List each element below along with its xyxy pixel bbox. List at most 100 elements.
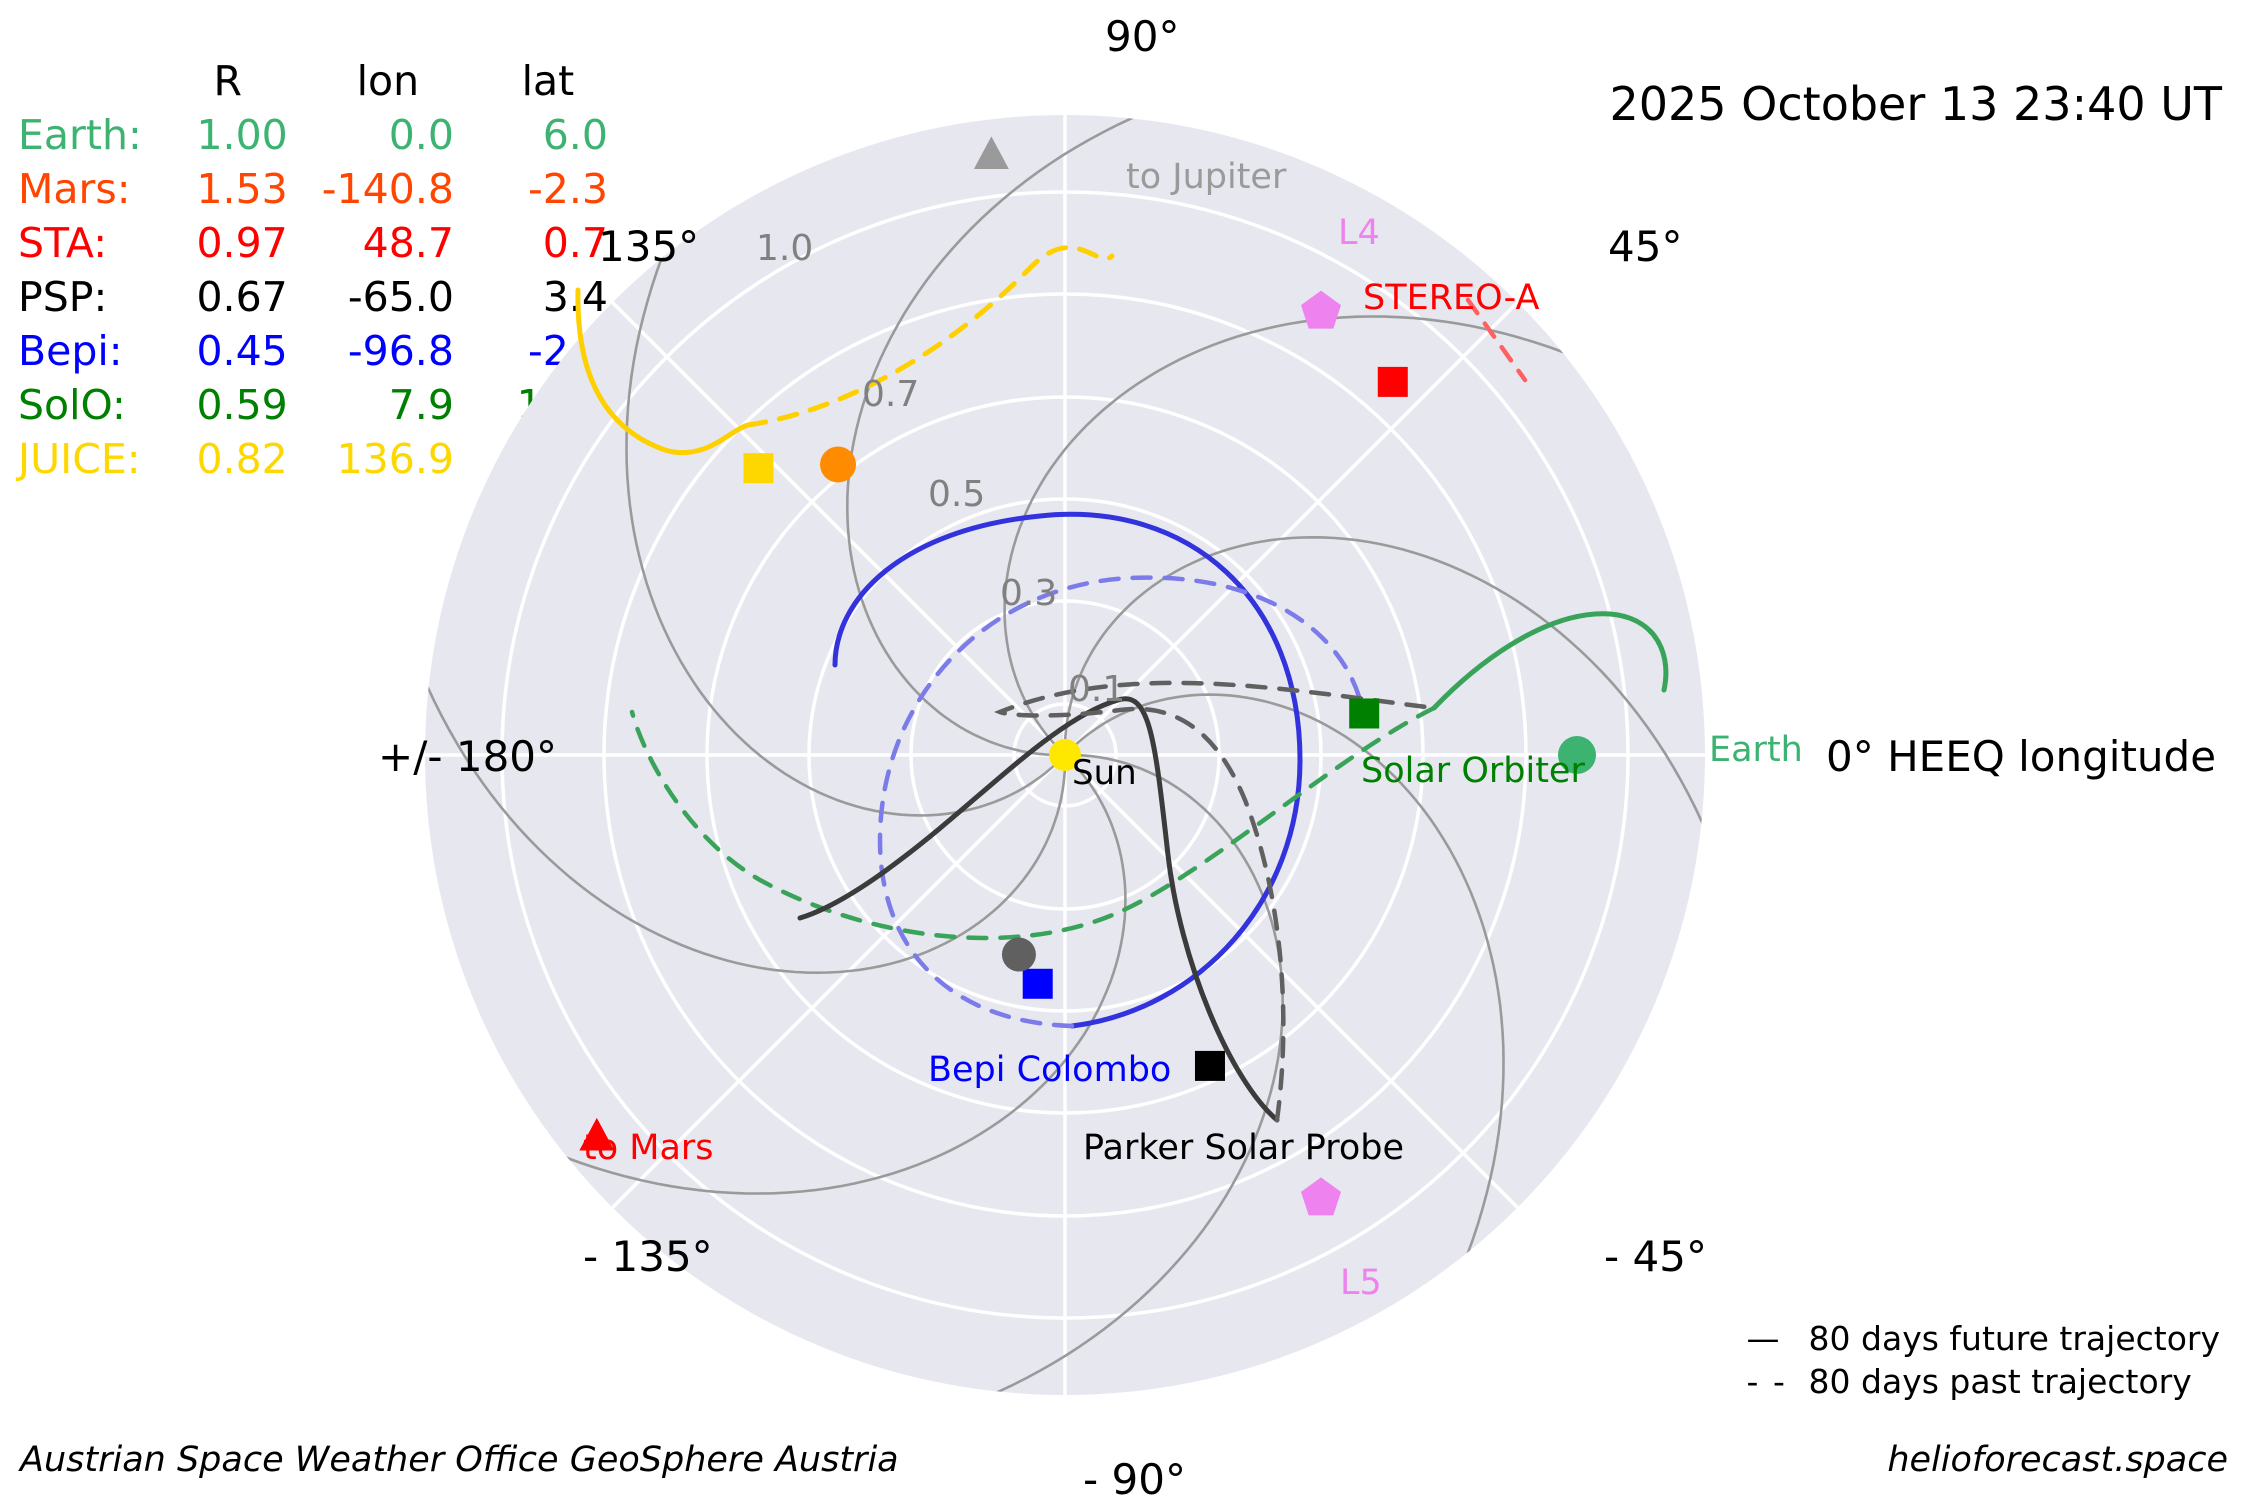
marker-stereo-a: [1377, 366, 1408, 397]
row-name-sta: STA:: [18, 219, 108, 267]
cell-R-solo: 0.59: [196, 381, 288, 429]
legend-dashed-dash: - -: [1746, 1362, 1787, 1401]
psp-past-trajectory: [993, 680, 1437, 1123]
label-solar-orbiter: Solar Orbiter: [1361, 751, 1585, 791]
marker-solo: [1349, 698, 1380, 729]
label-sun: Sun: [1072, 753, 1137, 793]
footer-organisation: Austrian Space Weather Office GeoSphere …: [20, 1440, 899, 1480]
label-parker-solar-probe: Parker Solar Probe: [1083, 1128, 1405, 1168]
cell-R-psp: 0.67: [196, 273, 288, 321]
column-header-R: R: [213, 57, 243, 105]
cell-R-bepi: 0.45: [196, 327, 288, 375]
cell-lon-sta: 48.7: [362, 219, 454, 267]
cell-lat-psp: 3.4: [542, 273, 608, 321]
cell-R-earth: 1.00: [196, 111, 288, 159]
marker-mercury: [1001, 937, 1036, 972]
juice-past-trajectory: [745, 245, 1115, 428]
cell-lon-mars: -140.8: [321, 165, 454, 213]
legend-row-past: - - 80 days past trajectory: [1747, 1362, 2220, 1401]
radial-label-0-3: 0.3: [1000, 573, 1058, 614]
legend-row-future: — 80 days future trajectory: [1747, 1319, 2220, 1358]
table-row: STA: 0.97 48.7 0.7: [18, 217, 642, 271]
column-header-lon: lon: [356, 57, 420, 105]
juice-future-trajectory: [575, 287, 751, 456]
cell-lon-solo: 7.9: [388, 381, 454, 429]
marker-to-jupiter: [973, 136, 1009, 170]
radial-label-0-7: 0.7: [862, 374, 920, 415]
cell-R-sta: 0.97: [196, 219, 288, 267]
radial-label-0-5: 0.5: [928, 474, 986, 515]
angle-label-90: 90°: [1105, 12, 1180, 61]
parker-spiral-line: [425, 640, 1067, 975]
table-row: Mars: 1.53 -140.8 -2.3: [18, 163, 642, 217]
label-stereo-a: STEREO-A: [1363, 278, 1540, 318]
datetime-title: 2025 October 13 23:40 UT: [1609, 77, 2222, 131]
psp-future-trajectory: [797, 696, 1280, 1123]
marker-l5: [1301, 1177, 1341, 1216]
bepi-past-trajectory: [877, 575, 1363, 1029]
solar-orbiter-future-trajectory: [1431, 611, 1669, 711]
label-to-jupiter: to Jupiter: [1126, 157, 1287, 197]
body-markers: [579, 136, 1596, 1216]
marker-bepi: [1022, 968, 1053, 999]
marker-sun: [1049, 739, 1081, 771]
label-earth: Earth: [1709, 730, 1803, 770]
label-to-mars: to Mars: [583, 1128, 714, 1168]
row-name-bepi: Bepi:: [18, 327, 123, 375]
footer-website[interactable]: helioforecast.space: [1887, 1440, 2228, 1480]
parker-spiral-line: [1071, 693, 1505, 1300]
trajectory-legend: — 80 days future trajectory - - 80 days …: [1747, 1315, 2220, 1405]
table-row: Earth: 1.00 0.0 6.0: [18, 109, 642, 163]
angle-label-180: +/- 180°: [378, 732, 558, 781]
radial-label-1-0: 1.0: [756, 228, 814, 269]
radial-label-0-1: 0.1: [1068, 669, 1126, 710]
cell-lon-bepi: -96.8: [347, 327, 454, 375]
legend-solid-dash: —: [1746, 1319, 1782, 1358]
parker-spiral-line: [520, 761, 1127, 1195]
marker-juice: [743, 453, 774, 484]
marker-l4: [1301, 290, 1341, 329]
row-name-solo: SolO:: [18, 381, 126, 429]
angle-label-minus45: - 45°: [1604, 1232, 1707, 1281]
cell-lon-juice: 136.9: [336, 435, 454, 483]
marker-to-mars: [579, 1117, 615, 1151]
column-header-lat: lat: [521, 57, 575, 105]
solar-orbiter-past-trajectory: [629, 705, 1437, 941]
radial-gridlines: [500, 190, 1630, 1320]
label-bepi-colombo: Bepi Colombo: [928, 1050, 1172, 1090]
angle-label-0: 0° HEEQ longitude: [1826, 732, 2217, 781]
angle-label-135: 135°: [598, 222, 700, 271]
cell-lat-mars: -2.3: [527, 165, 608, 213]
row-name-psp: PSP:: [18, 273, 108, 321]
cell-lat-earth: 6.0: [542, 111, 608, 159]
parker-spiral-line: [1063, 535, 1705, 870]
angle-label-45: 45°: [1608, 222, 1683, 271]
legend-past-label: 80 days past trajectory: [1808, 1362, 2192, 1401]
cell-R-juice: 0.82: [196, 435, 288, 483]
parker-spiral-line: [1003, 315, 1610, 749]
cell-lon-earth: 0.0: [388, 111, 454, 159]
table-row: PSP: 0.67 -65.0 3.4: [18, 271, 642, 325]
row-name-mars: Mars:: [18, 165, 131, 213]
row-name-earth: Earth:: [18, 111, 142, 159]
parker-spiral-line: [845, 115, 1180, 757]
legend-future-label: 80 days future trajectory: [1808, 1319, 2220, 1358]
angular-gridlines: [425, 115, 1705, 1395]
row-name-juice: JUICE:: [18, 435, 141, 483]
cell-R-mars: 1.53: [196, 165, 288, 213]
angle-label-minus90: - 90°: [1083, 1455, 1186, 1504]
marker-earth: [1558, 736, 1596, 774]
label-l5: L5: [1340, 1263, 1382, 1303]
cell-lon-psp: -65.0: [347, 273, 454, 321]
label-l4: L4: [1338, 213, 1380, 253]
stereo-a-past-trajectory: [1465, 297, 1528, 383]
marker-venus: [820, 446, 857, 483]
cell-lat-sta: 0.7: [542, 219, 608, 267]
marker-psp: [1194, 1050, 1225, 1081]
angle-label-minus135: - 135°: [583, 1232, 713, 1281]
